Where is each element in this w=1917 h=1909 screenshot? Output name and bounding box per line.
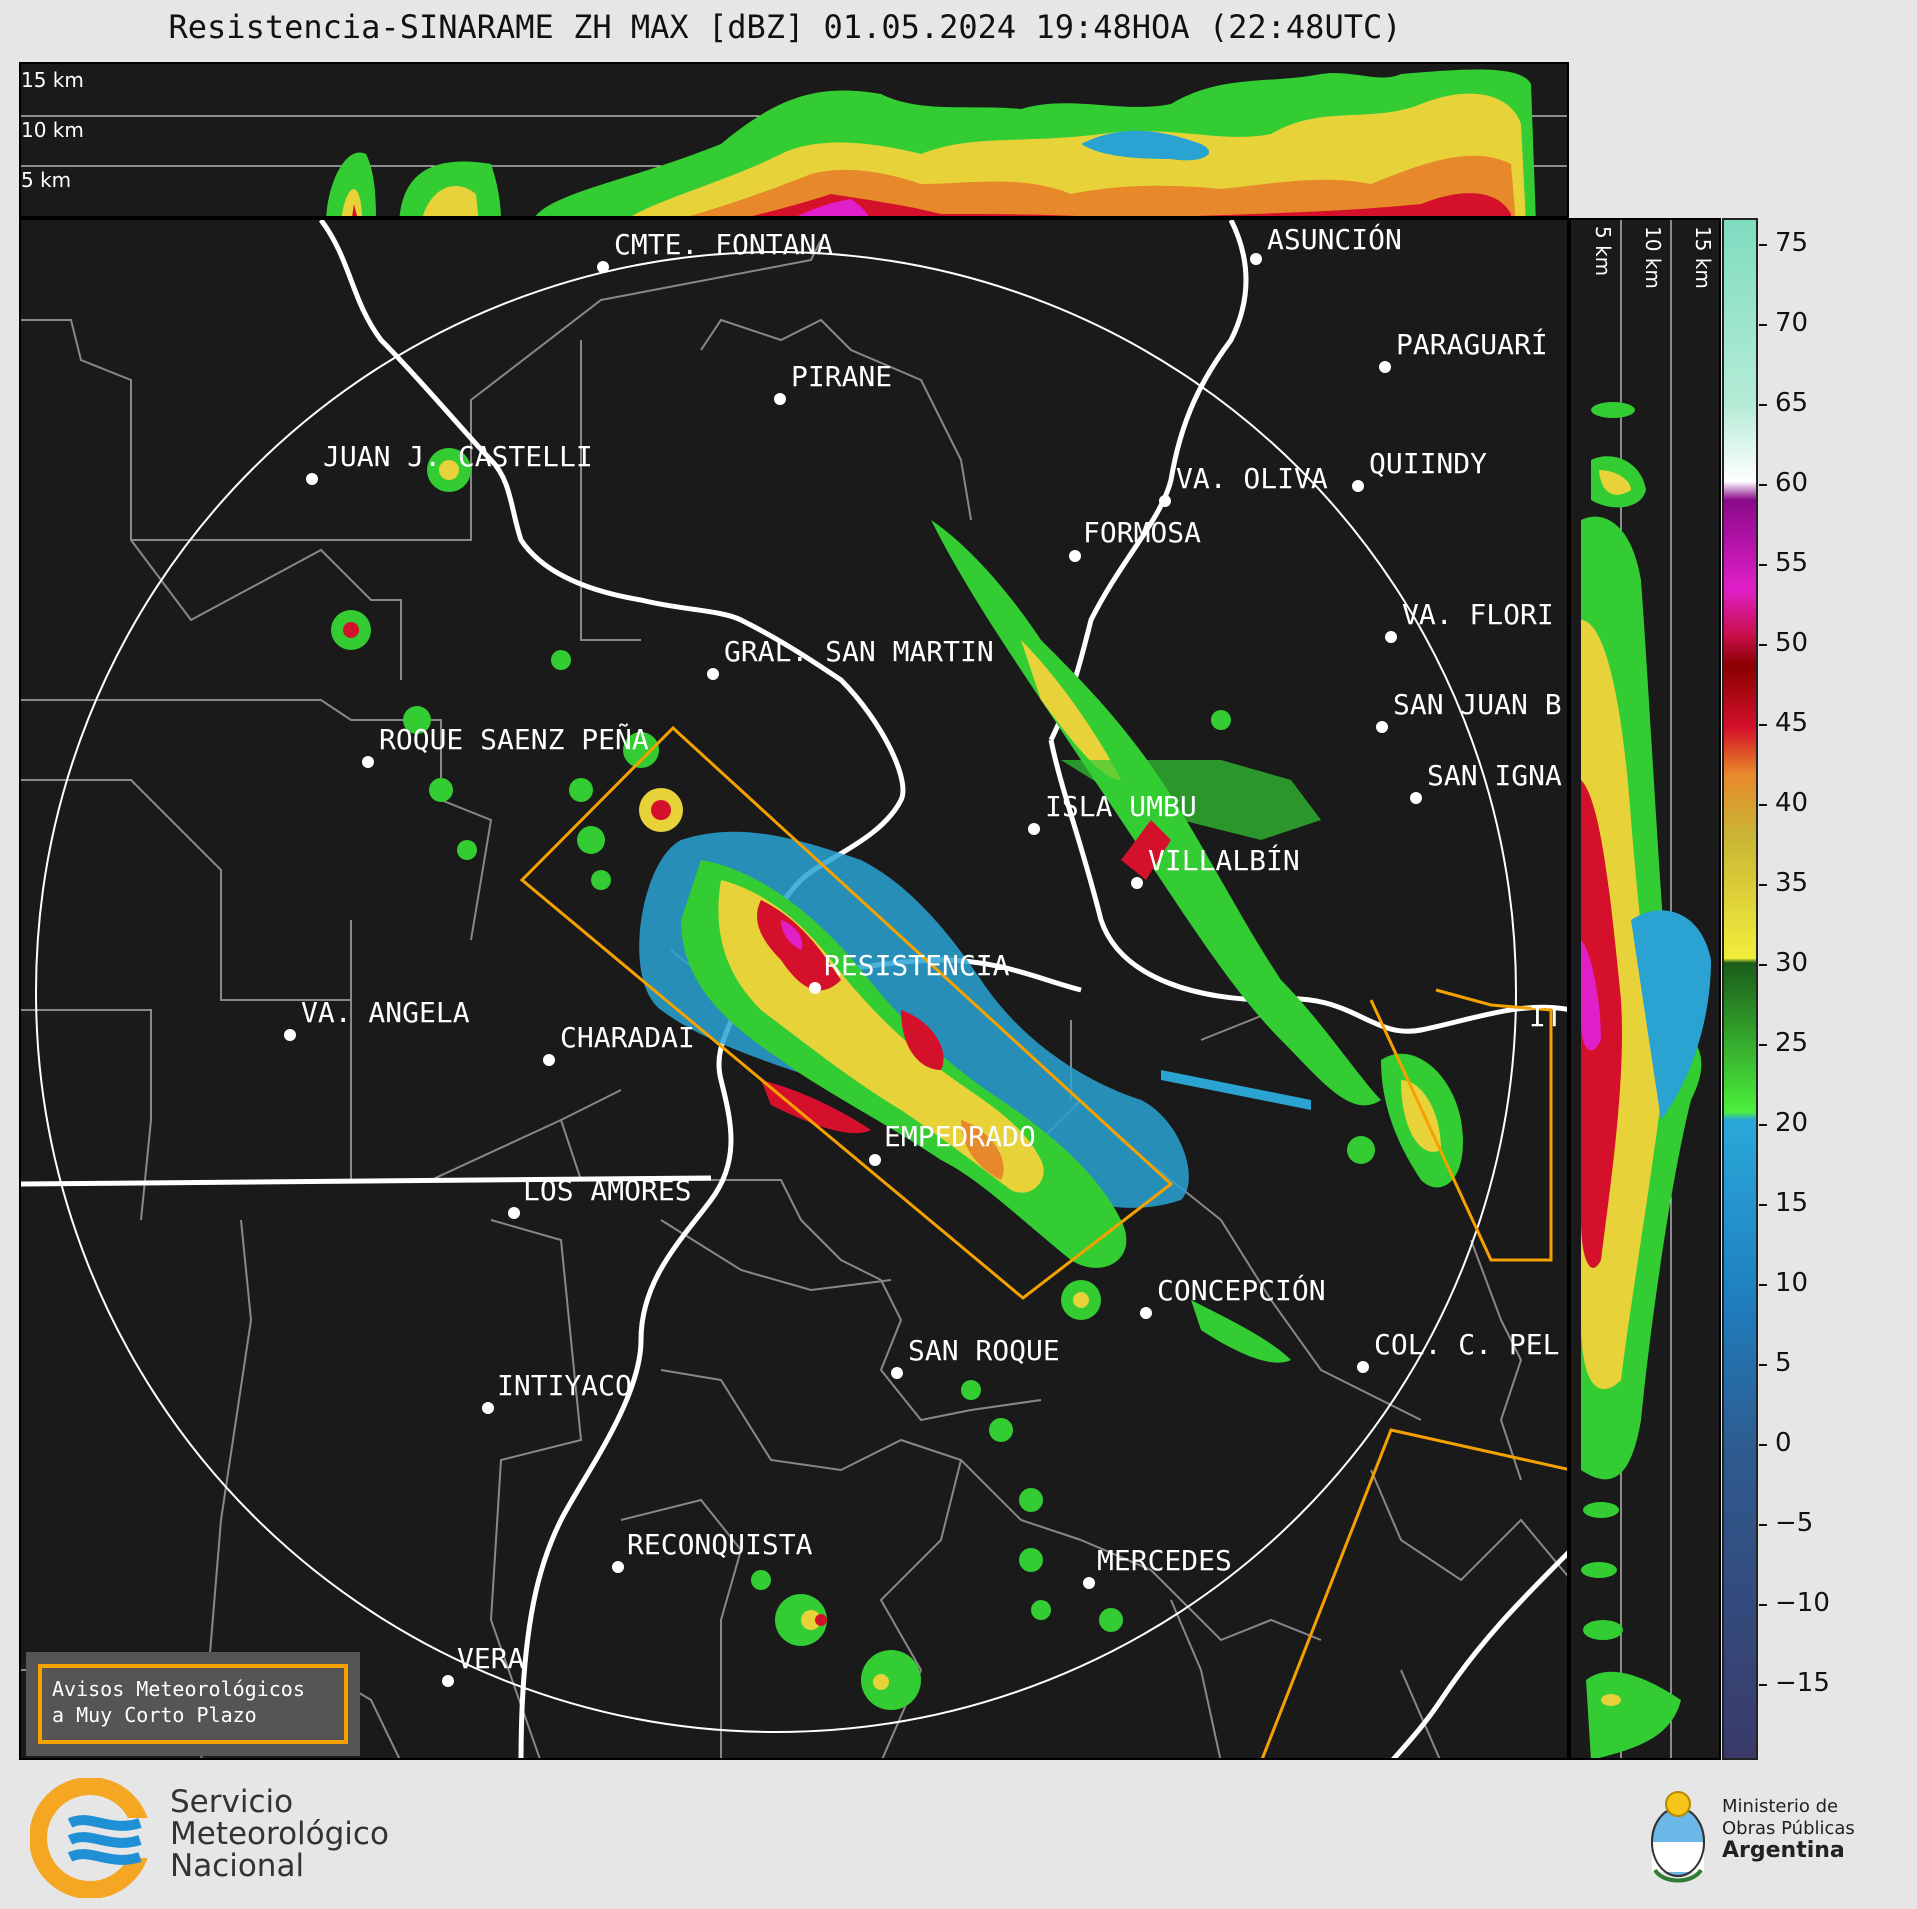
dbz-colorbar xyxy=(1722,218,1758,1760)
city-dot xyxy=(1131,877,1143,889)
city-label-concepcion: CONCEPCIÓN xyxy=(1157,1274,1326,1307)
city-dot xyxy=(1250,253,1262,265)
city-label-it: IT xyxy=(1529,1000,1563,1033)
city-label-asuncion: ASUNCIÓN xyxy=(1267,223,1402,256)
city-dot xyxy=(1083,1577,1095,1589)
smn-line-3: Nacional xyxy=(170,1848,305,1884)
city-label-va-angela: VA. ANGELA xyxy=(301,996,470,1029)
city-label-paraguari: PARAGUARÍ xyxy=(1396,328,1548,361)
alt-label-10km: 10 km xyxy=(21,118,84,142)
top-echo-profile xyxy=(21,69,1567,216)
city-label-va-flori: VA. FLORI xyxy=(1402,598,1554,631)
city-dot xyxy=(707,668,719,680)
legend-frame: Avisos Meteorológicos a Muy Corto Plazo xyxy=(38,1664,348,1744)
city-label-juan-j-castelli: JUAN J. CASTELLI xyxy=(323,440,593,473)
city-dot xyxy=(543,1054,555,1066)
city-dot xyxy=(1357,1361,1369,1373)
city-label-intiyaco: INTIYACO xyxy=(497,1369,632,1402)
city-label-resistencia: RESISTENCIA xyxy=(824,949,1010,982)
city-dot xyxy=(1379,361,1391,373)
side-alt-label-5km: 5 km xyxy=(1591,226,1615,277)
city-label-isla-umbu: ISLA UMBU xyxy=(1045,790,1197,823)
city-label-reconquista: RECONQUISTA xyxy=(627,1528,813,1561)
ministry-line-2: Obras Públicas xyxy=(1722,1818,1855,1839)
smn-line-1: Servicio xyxy=(170,1784,294,1820)
city-label-san-juan-b: SAN JUAN B xyxy=(1393,688,1562,721)
city-dot xyxy=(1028,823,1040,835)
legend-line-1: Avisos Meteorológicos xyxy=(52,1677,305,1701)
side-alt-label-10km: 10 km xyxy=(1641,226,1665,289)
city-label-los-amores: LOS AMORES xyxy=(523,1174,692,1207)
city-dot xyxy=(612,1561,624,1573)
city-label-charadai: CHARADAI xyxy=(560,1021,695,1054)
city-dot xyxy=(482,1402,494,1414)
city-label-san-roque: SAN ROQUE xyxy=(908,1334,1060,1367)
ministry-line-3: Argentina xyxy=(1722,1838,1845,1863)
map-title: Resistencia-SINARAME ZH MAX [dBZ] 01.05.… xyxy=(168,8,1402,46)
range-ring xyxy=(35,251,1517,1733)
city-dot xyxy=(306,473,318,485)
city-dot xyxy=(891,1367,903,1379)
city-dot xyxy=(597,261,609,273)
side-echo-profile xyxy=(1581,220,1711,1758)
city-dot xyxy=(774,393,786,405)
city-dot xyxy=(508,1207,520,1219)
city-dot xyxy=(1352,480,1364,492)
city-label-mercedes: MERCEDES xyxy=(1097,1544,1232,1577)
city-dot xyxy=(809,982,821,994)
radar-echoes xyxy=(331,448,1463,1710)
city-label-col-c-pel: COL. C. PEL xyxy=(1374,1328,1560,1361)
city-dot xyxy=(362,756,374,768)
city-dot xyxy=(1140,1307,1152,1319)
radar-map[interactable]: CMTE. FONTANA ASUNCIÓN PARAGUARÍ PIRANE … xyxy=(19,218,1569,1760)
ministry-name: Ministerio de Obras Públicas Argentina xyxy=(1722,1796,1855,1863)
city-label-cmte-fontana: CMTE. FONTANA xyxy=(614,228,834,261)
warning-legend: Avisos Meteorológicos a Muy Corto Plazo xyxy=(26,1652,360,1756)
legend-line-2: a Muy Corto Plazo xyxy=(52,1703,257,1727)
smn-logo-icon xyxy=(30,1778,150,1898)
city-label-formosa: FORMOSA xyxy=(1083,516,1202,549)
city-label-va-oliva: VA. OLIVA xyxy=(1176,462,1328,495)
side-alt-label-15km: 15 km xyxy=(1691,226,1715,289)
warning-polygons[interactable] xyxy=(519,725,1569,1760)
alt-label-15km: 15 km xyxy=(21,68,84,92)
alt-label-5km: 5 km xyxy=(21,168,72,192)
warning-polygon-1[interactable] xyxy=(519,725,1174,1300)
top-cross-section: 15 km 10 km 5 km xyxy=(19,62,1569,218)
argentina-coat-of-arms-icon xyxy=(1643,1780,1713,1890)
city-dot xyxy=(1069,550,1081,562)
city-label-vera: VERA xyxy=(457,1642,525,1675)
smn-name: Servicio Meteorológico Nacional xyxy=(170,1786,389,1882)
city-label-gral-san-martin: GRAL. SAN MARTIN xyxy=(724,635,994,668)
side-cross-section: 5 km 10 km 15 km xyxy=(1569,218,1721,1760)
colorbar-gradient xyxy=(1724,220,1756,1758)
city-dot xyxy=(1376,721,1388,733)
map-canvas xyxy=(21,220,1569,1760)
city-label-roque-saenz-pena: ROQUE SAENZ PEÑA xyxy=(379,723,649,756)
city-dot xyxy=(1159,495,1171,507)
smn-line-2: Meteorológico xyxy=(170,1816,389,1852)
city-label-quiindy: QUIINDY xyxy=(1369,447,1488,480)
city-dot xyxy=(284,1029,296,1041)
city-dot xyxy=(1385,631,1397,643)
ministry-line-1: Ministerio de xyxy=(1722,1796,1839,1817)
city-label-villalbin: VILLALBÍN xyxy=(1148,844,1300,877)
city-label-pirane: PIRANE xyxy=(791,360,893,393)
city-label-empedrado: EMPEDRADO xyxy=(884,1120,1036,1153)
city-dot xyxy=(442,1675,454,1687)
warning-polygon-2[interactable] xyxy=(1369,988,1553,1262)
warning-polygon-3[interactable] xyxy=(1260,1428,1569,1760)
city-dot xyxy=(1410,792,1422,804)
city-dot xyxy=(869,1154,881,1166)
city-label-san-igna: SAN IGNA xyxy=(1427,759,1562,792)
